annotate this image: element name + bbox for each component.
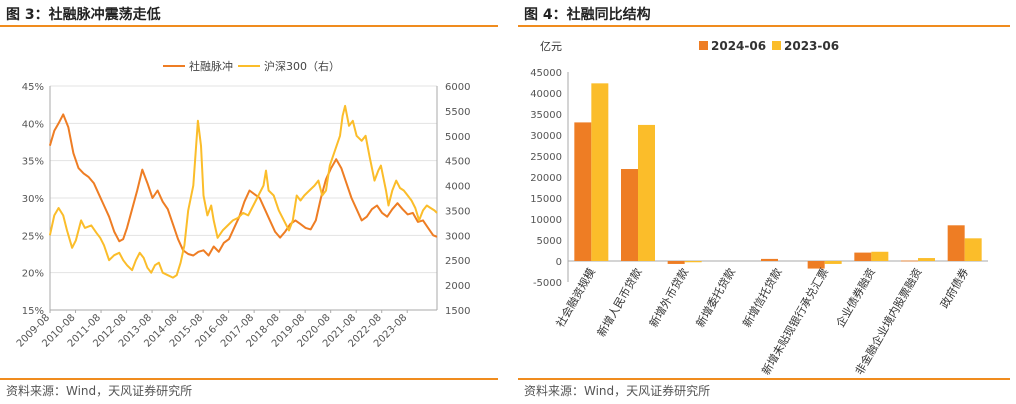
bar: [667, 261, 685, 264]
right-bottom-rule: [518, 378, 1010, 380]
y-left-tick-label: 20%: [22, 269, 44, 280]
y-tick-label: 35000: [530, 110, 562, 121]
bar: [574, 122, 592, 262]
y-tick-label: 40000: [530, 89, 562, 100]
bar: [807, 261, 825, 269]
y-right-tick-label: 5500: [445, 107, 470, 118]
y-right-tick-label: 5000: [445, 132, 470, 143]
series-line-pulse: [48, 113, 438, 257]
right-bar-chart: 亿元 2024-06 2023-06 -5000 0 5000 10000 15000 2000…: [530, 39, 988, 377]
bar: [824, 261, 842, 264]
legend-label-2024: 2024-06: [711, 39, 766, 53]
y-left-tick-label: 45%: [22, 82, 44, 93]
bar: [901, 260, 918, 262]
left-bottom-rule: [0, 378, 498, 380]
x-category-label: 新增委托贷款: [693, 266, 738, 330]
x-category-label: 新增人民币贷款: [594, 266, 645, 340]
bar: [918, 258, 935, 261]
bar: [638, 124, 655, 261]
legend-swatch-2023: [772, 41, 781, 50]
y-tick-label: 20000: [530, 173, 562, 184]
y-tick-label: 30000: [530, 131, 562, 142]
left-title-rule: [0, 25, 498, 27]
bar: [761, 258, 778, 261]
y-left-tick-label: 35%: [22, 157, 44, 168]
y-right-tick-label: 6000: [445, 82, 470, 93]
y-axis-unit-label: 亿元: [540, 40, 562, 53]
legend-swatch-2024: [699, 41, 708, 50]
y-right-tick-label: 2000: [445, 281, 470, 292]
y-right-tick-label: 3500: [445, 206, 470, 217]
y-left-tick-label: 15%: [22, 306, 44, 317]
legend-label-2023: 2023-06: [784, 39, 839, 53]
x-category-label: 政府债券: [937, 266, 971, 311]
x-category-label: 新增信托贷款: [739, 266, 784, 330]
bar: [947, 225, 965, 261]
y-tick-label: 0: [556, 257, 562, 268]
y-right-tick-label: 3000: [445, 231, 470, 242]
x-category-label: 新增外币贷款: [646, 266, 691, 330]
right-figure-title: 图 4：社融同比结构: [524, 7, 651, 23]
y-right-tick-label: 2500: [445, 256, 470, 267]
right-panel: 图 4：社融同比结构 亿元 2024-06 2023-06 -5000 0 5000 100…: [518, 0, 1016, 404]
y-tick-label: 5000: [537, 236, 562, 247]
series-line-csi300: [48, 104, 438, 279]
bar: [871, 251, 889, 261]
bar: [621, 169, 638, 261]
legend-label-csi300: 沪深300（右）: [264, 59, 340, 73]
right-title-rule: [518, 25, 1010, 27]
y-right-tick-label: 1500: [445, 306, 470, 317]
y-right-tick-label: 4500: [445, 157, 470, 168]
bar: [964, 238, 982, 261]
y-tick-label: 15000: [530, 194, 562, 205]
y-tick-label: -5000: [533, 278, 562, 289]
y-right-tick-label: 4000: [445, 182, 470, 193]
x-category-label: 企业债券融资: [833, 266, 878, 330]
legend-label-pulse: 社融脉冲: [189, 59, 233, 73]
y-left-tick-label: 25%: [22, 231, 44, 242]
bar: [684, 261, 702, 263]
left-source-note: 资料来源：Wind，天风证券研究所: [6, 384, 193, 398]
y-tick-label: 10000: [530, 215, 562, 226]
y-left-tick-label: 40%: [22, 119, 44, 130]
bar: [854, 252, 872, 261]
left-figure-title: 图 3：社融脉冲震荡走低: [6, 7, 161, 23]
left-line-chart: 社融脉冲 沪深300（右） 15% 20% 25% 30% 35% 40% 45% 1500 200…: [15, 59, 471, 350]
y-tick-label: 45000: [530, 68, 562, 79]
right-source-note: 资料来源：Wind，天风证券研究所: [524, 384, 711, 398]
left-panel: 图 3：社融脉冲震荡走低 社融脉冲 沪深300（右） 15% 20% 25% 30% 35%…: [0, 0, 500, 404]
y-tick-label: 25000: [530, 152, 562, 163]
y-left-tick-label: 30%: [22, 194, 44, 205]
bar: [591, 83, 609, 261]
x-category-label: 社会融资规模: [553, 266, 598, 330]
